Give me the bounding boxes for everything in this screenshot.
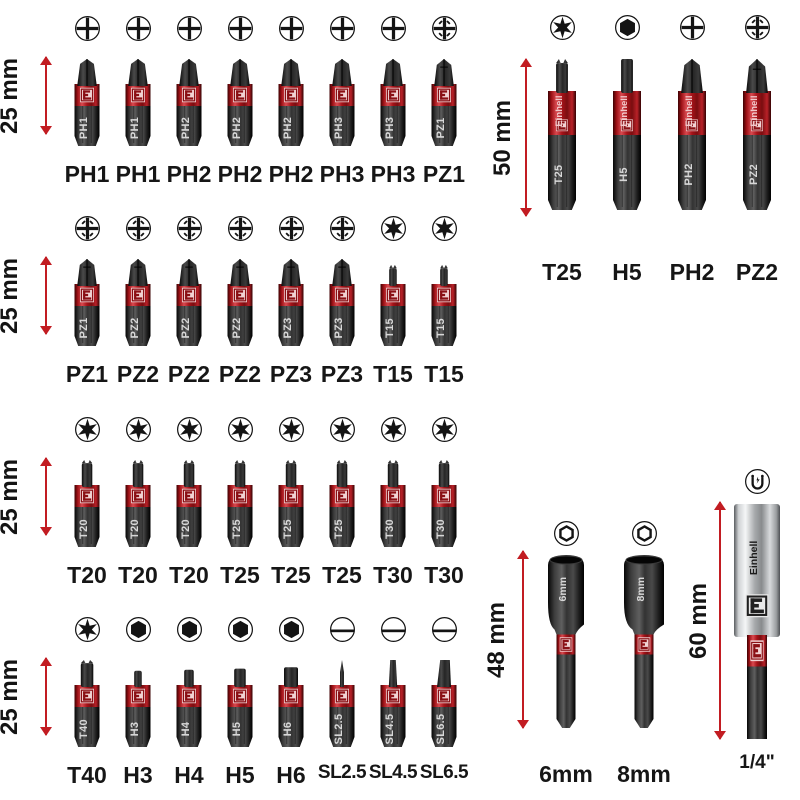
svg-text:T20: T20 (180, 519, 192, 539)
svg-text:T15: T15 (384, 318, 396, 338)
svg-text:H6: H6 (282, 722, 294, 737)
svg-text:6mm: 6mm (557, 577, 569, 602)
svg-text:H5: H5 (231, 722, 243, 737)
svg-text:PZ2: PZ2 (129, 317, 141, 338)
svg-text:PH3: PH3 (384, 117, 396, 139)
svg-text:PZ2: PZ2 (231, 317, 243, 338)
svg-text:PZ2: PZ2 (180, 317, 192, 338)
svg-text:T25: T25 (231, 519, 243, 539)
svg-text:T30: T30 (384, 519, 396, 539)
svg-text:SL2.5: SL2.5 (333, 714, 345, 745)
svg-text:T30: T30 (435, 519, 447, 539)
svg-text:T20: T20 (129, 519, 141, 539)
svg-text:Einhell: Einhell (749, 95, 760, 126)
svg-text:T40: T40 (78, 719, 90, 739)
svg-text:Einhell: Einhell (748, 541, 760, 576)
svg-text:PH2: PH2 (282, 117, 294, 139)
svg-text:Einhell: Einhell (619, 95, 630, 126)
svg-text:Einhell: Einhell (684, 95, 695, 126)
svg-text:H4: H4 (180, 721, 192, 736)
svg-text:PH2: PH2 (683, 163, 695, 185)
svg-text:PZ1: PZ1 (435, 117, 447, 138)
svg-text:PZ1: PZ1 (78, 317, 90, 338)
svg-text:PH1: PH1 (78, 117, 90, 139)
svg-text:PH1: PH1 (129, 117, 141, 139)
svg-text:Einhell: Einhell (554, 95, 565, 126)
svg-text:PH2: PH2 (180, 117, 192, 139)
svg-text:PZ3: PZ3 (333, 317, 345, 338)
svg-text:T25: T25 (553, 165, 565, 185)
svg-text:T25: T25 (282, 519, 294, 539)
svg-text:SL4.5: SL4.5 (384, 714, 396, 745)
svg-text:H3: H3 (129, 722, 141, 737)
svg-text:T25: T25 (333, 519, 345, 539)
svg-text:H5: H5 (618, 167, 630, 182)
svg-text:PZ3: PZ3 (282, 317, 294, 338)
svg-text:T20: T20 (78, 519, 90, 539)
svg-text:8mm: 8mm (635, 577, 647, 602)
svg-text:PH2: PH2 (231, 117, 243, 139)
svg-text:PZ2: PZ2 (748, 164, 760, 185)
svg-text:SL6.5: SL6.5 (435, 714, 447, 745)
svg-text:T15: T15 (435, 318, 447, 338)
svg-text:PH3: PH3 (333, 117, 345, 139)
